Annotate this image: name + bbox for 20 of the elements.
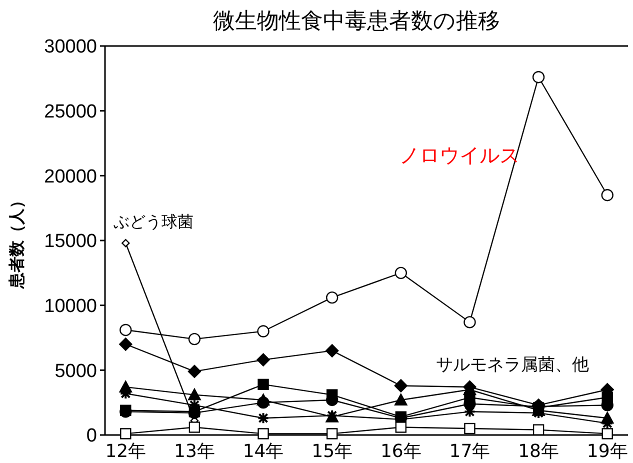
series-label: ぶどう球菌 — [114, 212, 194, 232]
y-axis-title: 患者数（人） — [7, 192, 26, 290]
chart-title: 微生物性食中毒患者数の推移 — [213, 9, 500, 34]
x-tick-label: 19年 — [586, 441, 628, 462]
y-tick-label: 20000 — [44, 166, 97, 188]
x-tick-label: 15年 — [312, 441, 353, 462]
x-tick-label: 17年 — [449, 441, 490, 462]
y-tick-label: 5000 — [54, 360, 97, 382]
y-tick-label: 25000 — [44, 101, 97, 122]
x-tick-label: 16年 — [380, 441, 422, 462]
series-label: ノロウイルス — [400, 143, 520, 168]
x-tick-label: 18年 — [518, 441, 559, 462]
y-tick-label: 30000 — [44, 36, 97, 58]
x-tick-label: 12年 — [105, 441, 146, 462]
y-tick-label: 0 — [86, 426, 97, 447]
y-tick-label: 10000 — [44, 296, 97, 317]
x-tick-label: 13年 — [174, 441, 215, 462]
annotation: サルモネラ属菌、他 — [436, 355, 589, 376]
x-tick-label: 14年 — [242, 441, 284, 462]
y-tick-label: 15000 — [44, 231, 97, 252]
